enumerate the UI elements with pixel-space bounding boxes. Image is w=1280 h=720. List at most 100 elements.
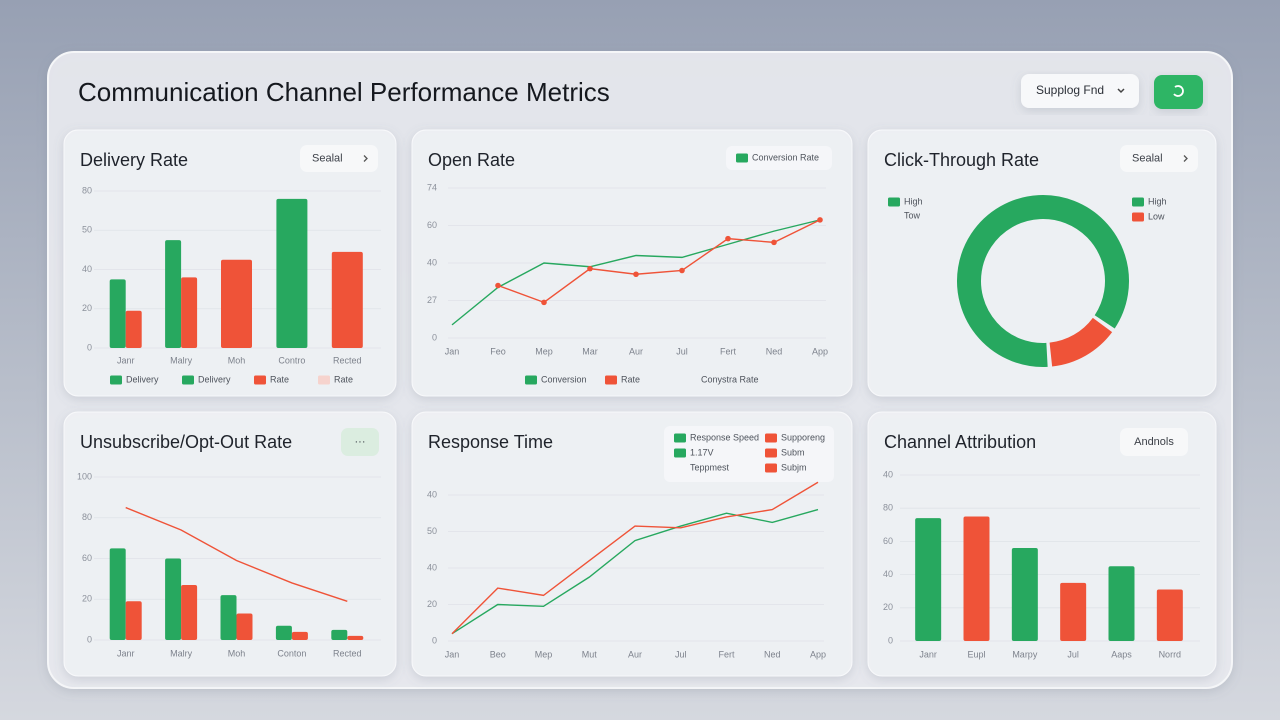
legend-swatch — [605, 375, 617, 385]
bar — [125, 601, 142, 640]
y-tick-label: 40 — [427, 257, 437, 267]
line — [125, 506, 348, 602]
x-tick-label: Mut — [582, 649, 598, 659]
legend-label: High — [904, 196, 923, 206]
x-tick-label: Fert — [720, 346, 737, 356]
point — [817, 217, 823, 223]
line — [497, 219, 821, 304]
legend-swatch — [182, 375, 194, 385]
bar — [109, 279, 126, 348]
y-tick-label: 20 — [427, 599, 437, 609]
y-tick-label: 40 — [427, 489, 437, 499]
card — [867, 129, 1217, 397]
bar — [1060, 582, 1087, 641]
legend-label: Response Speed — [690, 432, 759, 442]
x-tick-label: Ned — [764, 649, 781, 659]
dropdown-chevron — [1117, 88, 1125, 94]
legend-swatch — [318, 375, 330, 385]
card-title: Delivery Rate — [80, 150, 188, 170]
x-tick-label: Malry — [170, 355, 192, 365]
x-tick-label: Ned — [766, 346, 783, 356]
y-tick-label: 60 — [427, 220, 437, 230]
y-tick-label: 0 — [432, 332, 437, 342]
refresh-icon — [1173, 85, 1184, 97]
legend-swatch — [765, 448, 777, 458]
card-button[interactable] — [300, 145, 378, 172]
legend-label: Subm — [781, 447, 805, 457]
legend-label: Delivery — [126, 374, 159, 384]
x-tick-label: Feo — [490, 346, 506, 356]
bar — [915, 518, 942, 641]
legend-label: Low — [1148, 211, 1165, 221]
card-title: Unsubscribe/Opt-Out Rate — [80, 432, 292, 452]
y-tick-label: 80 — [82, 185, 92, 195]
card-button-label[interactable]: Andnols — [1134, 436, 1174, 448]
legend-label: Supporeng — [781, 432, 825, 442]
y-tick-label: 0 — [888, 635, 893, 645]
y-tick-label: 40 — [427, 562, 437, 572]
legend-swatch — [110, 375, 122, 385]
x-tick-label: Marpy — [1012, 649, 1038, 659]
bar — [165, 558, 182, 640]
x-tick-label: Jul — [676, 346, 688, 356]
bar — [221, 259, 252, 348]
y-tick-label: 80 — [82, 512, 92, 522]
bar — [1011, 548, 1038, 641]
bar — [331, 629, 348, 640]
bar — [220, 595, 237, 640]
legend-swatch — [736, 153, 748, 163]
x-tick-label: Malry — [170, 648, 192, 658]
bar — [181, 277, 198, 348]
refresh-button[interactable] — [1154, 75, 1203, 109]
line — [451, 481, 819, 635]
bar — [963, 516, 990, 641]
dropdown[interactable] — [1021, 74, 1139, 108]
x-tick-label: Mep — [535, 649, 553, 659]
card-button-label[interactable]: ··· — [355, 436, 366, 448]
card-button[interactable] — [1120, 428, 1188, 456]
x-tick-label: Jul — [675, 649, 687, 659]
legend-box — [726, 146, 832, 170]
card-button[interactable] — [1120, 145, 1198, 172]
legend-label: Teppmest — [690, 462, 730, 472]
card-button-label[interactable]: Sealal — [312, 152, 343, 164]
x-tick-label: Moh — [228, 648, 246, 658]
legend-swatch — [254, 375, 266, 385]
x-tick-label: Beo — [490, 649, 506, 659]
legend-label: Conystra Rate — [701, 374, 759, 384]
card-title: Click-Through Rate — [884, 150, 1039, 170]
bar — [291, 631, 308, 640]
card-button[interactable] — [341, 428, 379, 456]
x-tick-label: Mar — [582, 346, 598, 356]
point — [587, 265, 593, 272]
y-tick-label: 50 — [427, 526, 437, 536]
card-button-label[interactable]: Sealal — [1132, 152, 1163, 164]
chevron — [363, 155, 368, 162]
line — [451, 508, 819, 635]
card-title: Response Time — [428, 432, 553, 452]
x-tick-label: Janr — [919, 649, 937, 659]
y-tick-label: 0 — [432, 635, 437, 645]
x-tick-label: Jan — [445, 346, 460, 356]
x-tick-label: Eupl — [967, 649, 985, 659]
bar — [165, 240, 182, 348]
donut-segment — [1049, 317, 1113, 367]
y-tick-label: 20 — [82, 594, 92, 604]
bar — [125, 310, 142, 348]
bar — [1108, 566, 1135, 641]
x-tick-label: Conton — [277, 648, 306, 658]
legend-swatch — [765, 463, 777, 473]
bar — [1156, 589, 1183, 641]
legend-label: 1.17V — [690, 447, 714, 457]
x-tick-label: Contro — [278, 355, 305, 365]
y-tick-label: 0 — [87, 634, 92, 644]
page-title: Communication Channel Performance Metric… — [78, 77, 610, 107]
x-tick-label: Aaps — [1111, 649, 1132, 659]
y-tick-label: 80 — [883, 503, 893, 513]
card-title: Channel Attribution — [884, 432, 1036, 452]
point — [541, 299, 547, 306]
point — [633, 271, 639, 278]
bar — [275, 625, 292, 640]
dropdown-label[interactable]: Supplog Fnd — [1036, 83, 1104, 97]
